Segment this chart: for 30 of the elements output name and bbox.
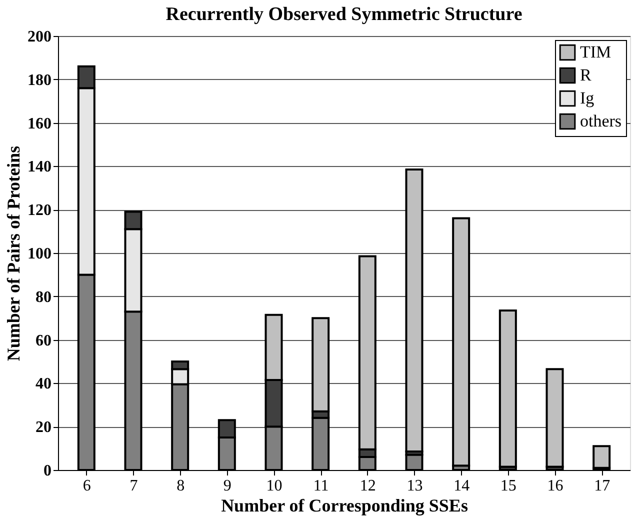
x-tick-label: 6 [82,478,91,494]
y-tick-label: 0 [44,462,52,480]
y-tick-label: 180 [28,72,52,89]
y-tick-label: 40 [36,376,52,393]
y-axis-title: Number of Pairs of Proteins [4,146,24,362]
x-tick-label: 15 [500,478,516,494]
y-tick-label: 80 [36,288,52,306]
y-tick-label: 120 [28,202,52,220]
x-axis-title: Number of Corresponding SSEs [221,496,468,516]
y-tick-label: 200 [28,28,52,46]
y-tick-label: 100 [28,246,52,262]
legend-label: R [580,66,592,84]
x-tick-label: 8 [176,478,185,494]
chart-title: Recurrently Observed Symmetric Structure [166,4,522,25]
y-tick-label: 140 [28,158,52,176]
x-tick-label: 17 [594,478,610,494]
legend-label: Ig [580,88,595,108]
x-tick-label: 10 [266,478,282,494]
x-tick-label: 12 [360,478,376,494]
x-tick-label: 13 [406,478,423,494]
y-tick-label: 20 [36,419,52,436]
y-tick-label: 60 [36,332,52,350]
legend-label: TIM [580,42,612,62]
x-tick-label: 7 [130,478,138,494]
x-tick-label: 16 [547,478,564,494]
legend-label: others [580,112,622,130]
x-tick-label: 11 [313,478,329,494]
y-tick-label: 160 [28,115,52,132]
x-tick-label: 9 [223,478,232,494]
x-tick-label: 14 [454,478,470,494]
